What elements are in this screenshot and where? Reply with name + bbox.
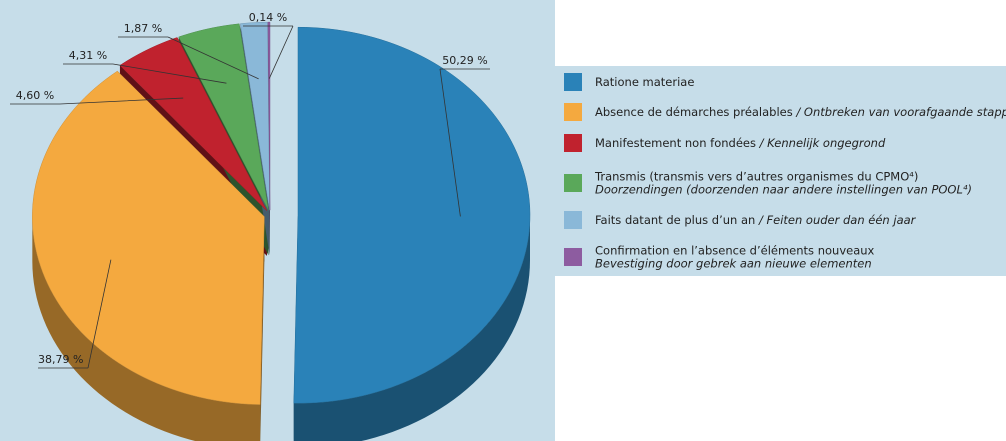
value-label: 4,60 % [16,89,54,102]
slice-side [293,215,530,441]
leader-line [10,97,184,105]
legend-background [555,66,1006,276]
leader-line [63,63,227,84]
legend-swatch [564,248,582,266]
legend-label: Faits datant de plus d’un an / Feiten ou… [595,213,917,227]
legend-swatch [564,73,582,91]
value-label: 4,31 % [69,49,107,62]
legend-label: Transmis (transmis vers d’autres organis… [594,169,972,196]
slice-side [32,216,261,441]
leader-line [439,68,490,217]
legend-label: Ratione materiae [595,75,694,89]
pie-slice [32,70,265,405]
value-label: 50,29 % [442,54,487,67]
legend-swatch [564,211,582,229]
value-label: 0,14 % [249,11,287,24]
leader-line [38,259,112,369]
value-label: 38,79 % [38,353,83,366]
value-label: 1,87 % [124,22,162,35]
legend-label: Absence de démarches préalables / Ontbre… [595,105,1006,119]
legend-swatch [564,174,582,192]
leader-line [118,36,259,80]
pie-slice [293,26,531,404]
pie-slice [240,21,270,211]
pie-slice [178,23,269,211]
legend-swatch [564,134,582,152]
pie-slice [267,21,271,211]
legend-label: Manifestement non fondées / Kennelijk on… [595,136,886,150]
leader-line [243,25,294,79]
pie-slice [119,37,268,212]
legend-swatch [564,103,582,121]
legend-label: Confirmation en l’absence d’éléments nou… [595,243,875,270]
